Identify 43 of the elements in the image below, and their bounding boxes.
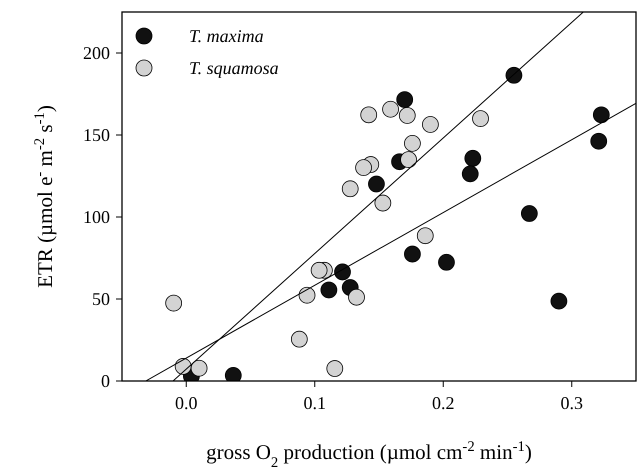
point — [462, 166, 479, 182]
x-axis-title: gross O$_{2}$ production (µmol cm$^{-2}$ min$^{-1}$) — [206, 439, 532, 471]
point — [398, 107, 416, 124]
point — [382, 100, 399, 118]
point — [422, 116, 439, 133]
x-tick-label: 0.2 — [432, 393, 454, 413]
point — [298, 286, 316, 304]
point — [334, 264, 351, 280]
y-tick-label: 200 — [83, 43, 110, 63]
point — [165, 294, 182, 312]
point — [416, 227, 434, 244]
point — [190, 360, 208, 377]
point — [520, 205, 538, 222]
point — [290, 330, 308, 348]
point — [326, 360, 344, 377]
point — [592, 106, 610, 124]
point — [404, 135, 421, 152]
point — [438, 254, 455, 271]
x-tick-label: 0.0 — [175, 393, 198, 413]
y-tick-label: 50 — [92, 289, 110, 309]
point — [472, 110, 489, 127]
point — [464, 150, 482, 167]
x-tick-label: 0.1 — [304, 393, 326, 413]
point — [404, 246, 421, 262]
point — [310, 262, 328, 279]
point — [368, 176, 385, 192]
point — [374, 194, 392, 212]
point — [550, 292, 568, 310]
point — [320, 282, 338, 298]
point — [396, 91, 414, 108]
y-tick-label: 150 — [83, 125, 110, 145]
legend-label: T. maxima — [189, 26, 264, 46]
x-tick-label: 0.3 — [560, 393, 583, 413]
point — [360, 106, 378, 124]
point — [355, 159, 372, 176]
point — [342, 180, 359, 198]
point — [400, 151, 417, 168]
legend-label: T. squamosa — [189, 58, 279, 78]
point — [348, 288, 365, 306]
y-tick-label: 0 — [101, 371, 110, 391]
y-tick-label: 100 — [83, 207, 110, 227]
point — [506, 66, 522, 84]
point — [590, 132, 608, 150]
